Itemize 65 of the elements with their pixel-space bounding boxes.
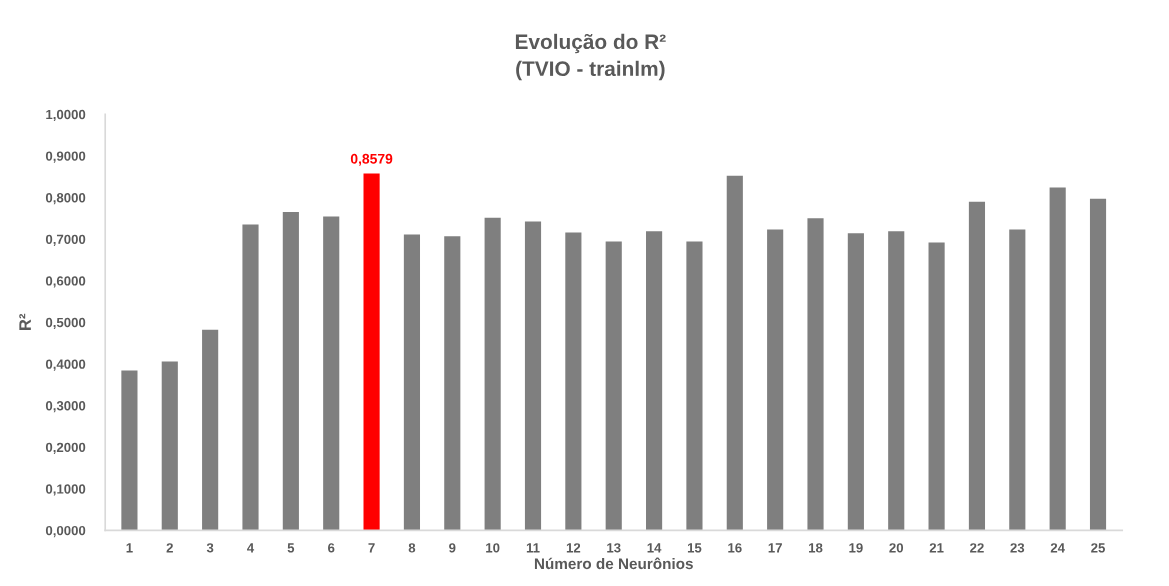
bar [444, 236, 461, 531]
bar [524, 221, 542, 531]
x-tick-label: 22 [970, 543, 984, 553]
bar [242, 224, 259, 531]
x-tick-label: 17 [768, 543, 782, 553]
x-tick-label: 10 [486, 543, 500, 553]
bar [847, 233, 864, 531]
bar [888, 231, 905, 531]
x-tick-label: 7 [368, 543, 375, 553]
x-tick-label: 1 [126, 543, 133, 553]
x-tick-label: 16 [728, 543, 742, 553]
x-tick-label: 14 [647, 543, 662, 553]
x-axis-title: Número de Neurônios [534, 557, 693, 570]
y-tick-label: 0,8000 [45, 193, 86, 205]
y-tick-label: 0,2000 [45, 442, 86, 454]
bar [968, 201, 986, 531]
bar [646, 231, 663, 531]
y-tick-label: 0,0000 [45, 525, 86, 538]
bar [767, 229, 784, 531]
x-tick-label: 2 [166, 543, 173, 553]
x-tick-label: 5 [287, 543, 295, 553]
bar [484, 217, 501, 531]
x-tick-label: 9 [449, 543, 456, 553]
y-tick-label: 1,0000 [46, 109, 86, 122]
x-tick-label: 15 [687, 543, 702, 553]
x-tick-label: 8 [408, 543, 416, 553]
x-tick-label: 23 [1010, 543, 1025, 553]
bar [323, 216, 340, 531]
y-tick-label: 0,3000 [45, 401, 86, 413]
x-tick-label: 20 [889, 543, 904, 553]
x-tick-label: 13 [607, 543, 621, 553]
y-tick-label: 0,7000 [45, 234, 86, 246]
y-tick-label: 0,5000 [45, 317, 86, 330]
bar [403, 234, 421, 531]
x-tick-label: 24 [1050, 543, 1065, 553]
bar [161, 361, 178, 531]
y-tick-label: 0,6000 [45, 276, 86, 288]
bar [282, 212, 299, 531]
x-tick-label: 12 [566, 543, 581, 553]
bar [565, 232, 582, 531]
y-axis-title: R² [19, 313, 31, 330]
chart-title: Evolução do R² (TVIO - trainlm) [515, 33, 666, 81]
x-tick-label: 6 [328, 543, 335, 553]
bar [807, 218, 824, 531]
x-tick-label: 4 [247, 543, 255, 553]
bar [928, 242, 945, 531]
y-tick-label: 0,4000 [45, 359, 86, 371]
x-tick-label: 3 [206, 543, 214, 553]
x-tick-label: 25 [1091, 543, 1105, 553]
bar [686, 241, 703, 531]
y-tick-label: 0,1000 [45, 484, 86, 496]
bar [1049, 187, 1066, 531]
bar [202, 329, 219, 531]
x-tick-label: 18 [809, 543, 823, 553]
x-tick-label: 11 [526, 543, 540, 553]
data-label: 0,8579 [350, 153, 393, 166]
x-tick-label: 19 [849, 543, 863, 553]
y-tick-label: 0,9000 [45, 151, 86, 163]
bar [726, 175, 743, 531]
bar [1009, 229, 1026, 531]
bar [121, 370, 138, 531]
x-tick-label: 21 [929, 543, 944, 553]
bar [363, 173, 380, 531]
bar [605, 241, 622, 531]
bar [1089, 198, 1107, 531]
